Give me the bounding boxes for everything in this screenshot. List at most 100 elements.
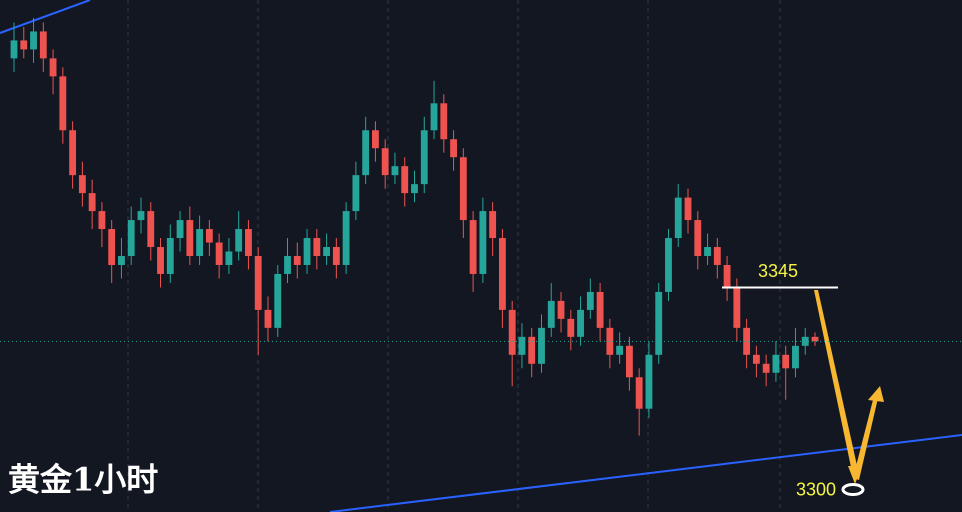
candle [176, 211, 184, 252]
candle-body [166, 238, 174, 274]
candle-body [459, 157, 467, 221]
candle [606, 318, 614, 369]
candle-body [254, 256, 262, 310]
candle-body [508, 309, 516, 355]
candle [215, 233, 223, 279]
candle [118, 238, 125, 279]
projection-arrows [814, 290, 884, 484]
candle-body [332, 247, 340, 265]
candle-body [586, 291, 594, 310]
candle-body [293, 256, 301, 265]
candle [254, 247, 262, 355]
candle-body [547, 300, 555, 328]
candle [567, 309, 575, 351]
candle-body [215, 242, 223, 265]
candle-body [352, 175, 360, 212]
candle [713, 238, 721, 279]
candle [20, 26, 28, 59]
candle-body [450, 139, 457, 158]
candle [88, 179, 96, 230]
candle [284, 238, 291, 283]
candle-body [127, 220, 135, 256]
candle [108, 220, 116, 283]
candle-body [411, 184, 418, 194]
candle [440, 94, 448, 153]
candle-body [625, 345, 633, 378]
candle-body [430, 103, 438, 131]
candle-body [10, 40, 18, 59]
candle [479, 197, 487, 283]
candle [381, 139, 389, 189]
candle [625, 336, 633, 391]
candle [274, 264, 282, 337]
candle [127, 206, 135, 265]
candle-body [518, 336, 526, 355]
candle [225, 238, 233, 274]
candles [10, 17, 819, 436]
candle [323, 233, 331, 265]
candle [30, 17, 37, 63]
candle-body [665, 238, 672, 292]
level-marker [841, 483, 865, 497]
candle [723, 256, 731, 301]
candle [49, 49, 57, 95]
candle-body [645, 354, 653, 409]
candle [772, 341, 780, 382]
arrow-down [814, 290, 858, 472]
candle-body [49, 58, 57, 77]
candle [372, 121, 379, 162]
candle-body [20, 40, 28, 50]
candle-body [30, 31, 37, 50]
candle [752, 345, 760, 378]
chart-title: 黄金1小时 [8, 461, 158, 499]
candle-body [469, 220, 477, 274]
candle-body [733, 287, 741, 328]
trend-line [329, 434, 962, 512]
arrow-head [868, 386, 884, 402]
candle [196, 215, 204, 265]
candle-body [225, 251, 233, 265]
candle [528, 327, 536, 378]
candle [157, 238, 164, 288]
candle [674, 184, 682, 248]
candle [313, 229, 321, 270]
candle-body [342, 211, 350, 265]
candle-body [440, 103, 448, 140]
candle [352, 161, 360, 221]
candle [547, 282, 555, 337]
candle-body [176, 220, 184, 239]
candle [303, 229, 311, 274]
candle-body [274, 273, 282, 328]
candle [401, 157, 409, 207]
candle [391, 152, 399, 185]
candle [147, 202, 155, 261]
level-label: 3300 [796, 479, 836, 499]
candle-body [196, 229, 204, 256]
candle-body [157, 247, 164, 274]
candle [792, 327, 799, 378]
candle-body [674, 197, 682, 239]
candle-body [723, 264, 731, 288]
candle [616, 332, 624, 364]
candle [645, 341, 653, 418]
candle-body [186, 220, 194, 256]
candle [665, 229, 672, 301]
candle [332, 238, 340, 279]
candle-body [147, 211, 155, 248]
candle [655, 282, 663, 364]
candle [801, 327, 809, 355]
candle-body [245, 229, 252, 256]
candle-body [313, 238, 321, 256]
candle [205, 220, 213, 256]
candle [538, 314, 545, 373]
candle-body [391, 166, 399, 176]
candle-body [801, 336, 809, 346]
candle-body [577, 309, 584, 337]
candle [166, 224, 174, 283]
candle [186, 206, 194, 265]
candle-body [118, 256, 125, 265]
candle-body [381, 148, 389, 176]
candle [586, 278, 594, 319]
candle [264, 296, 272, 342]
candle [811, 332, 819, 346]
